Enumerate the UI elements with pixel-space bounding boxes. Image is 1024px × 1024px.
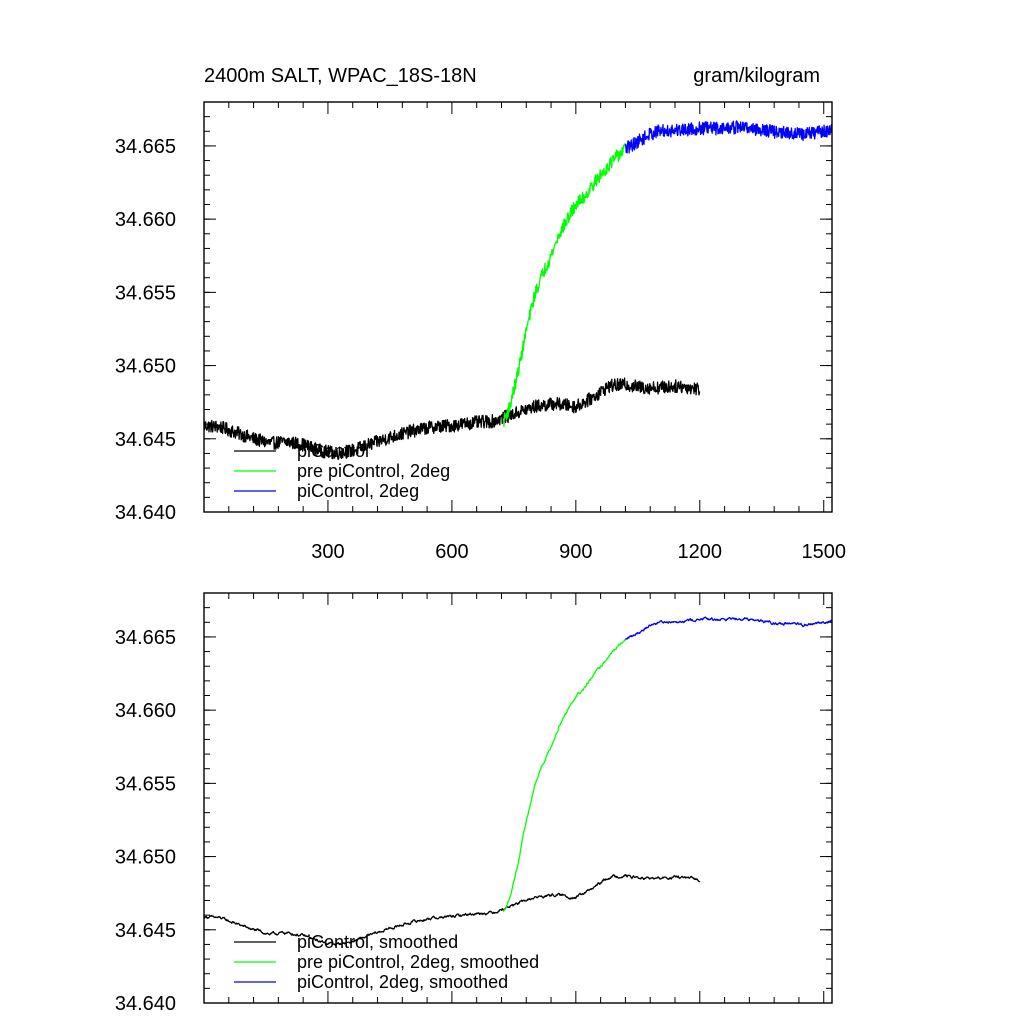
y-tick-label: 34.640 bbox=[115, 502, 176, 524]
legend-label-picontrol: piControl bbox=[297, 441, 369, 461]
x-tick-label: 1200 bbox=[678, 541, 723, 563]
y-axis-tick-labels: 34.640 34.645 34.650 34.655 34.660 34.665 bbox=[115, 627, 176, 1015]
series-line-pre-picontrol-2deg bbox=[502, 143, 627, 428]
plot-area bbox=[203, 616, 833, 947]
y-tick-label: 34.645 bbox=[115, 429, 176, 451]
bottom-panel: 34.640 34.645 34.650 34.655 34.660 34.665 piC… bbox=[115, 592, 833, 1015]
legend: piControl pre piControl, 2deg piControl,… bbox=[234, 441, 450, 501]
legend-label-pre-picontrol-2deg-smoothed: pre piControl, 2deg, smoothed bbox=[297, 952, 539, 972]
plot-frame bbox=[203, 592, 833, 1004]
legend-label-picontrol-smoothed: piControl, smoothed bbox=[297, 932, 458, 952]
y-tick-label: 34.645 bbox=[115, 920, 176, 942]
top-panel: 2400m SALT, WPAC_18S-18N gram/kilogram 3… bbox=[115, 65, 846, 563]
legend: piControl, smoothed pre piControl, 2deg,… bbox=[234, 932, 539, 992]
series-line-pre-picontrol-2deg-smoothed bbox=[502, 639, 626, 913]
y-tick-label: 34.660 bbox=[115, 700, 176, 722]
y-tick-label: 34.650 bbox=[115, 847, 176, 869]
legend-label-pre-picontrol-2deg: pre piControl, 2deg bbox=[297, 461, 450, 481]
y-tick-label: 34.660 bbox=[115, 209, 176, 231]
x-axis-tick-labels: 300 600 900 1200 1500 bbox=[311, 541, 846, 563]
y-tick-label: 34.655 bbox=[115, 282, 176, 304]
y-tick-label: 34.665 bbox=[115, 627, 176, 649]
units-label: gram/kilogram bbox=[693, 65, 820, 87]
plot-area bbox=[203, 120, 833, 460]
chart-title: 2400m SALT, WPAC_18S-18N bbox=[204, 65, 477, 87]
series-line-picontrol-smoothed bbox=[203, 874, 701, 947]
x-tick-label: 900 bbox=[559, 541, 592, 563]
x-tick-label: 600 bbox=[435, 541, 468, 563]
series-line-picontrol bbox=[203, 377, 701, 460]
y-tick-label: 34.640 bbox=[115, 993, 176, 1015]
x-tick-label: 1500 bbox=[801, 541, 846, 563]
series-line-picontrol-2deg-smoothed bbox=[624, 616, 833, 640]
legend-label-picontrol-2deg-smoothed: piControl, 2deg, smoothed bbox=[297, 972, 508, 992]
y-tick-label: 34.655 bbox=[115, 773, 176, 795]
series-line-picontrol-2deg bbox=[624, 120, 833, 154]
x-tick-label: 300 bbox=[311, 541, 344, 563]
y-tick-label: 34.650 bbox=[115, 356, 176, 378]
y-tick-label: 34.665 bbox=[115, 136, 176, 158]
y-axis-tick-labels: 34.640 34.645 34.650 34.655 34.660 34.665 bbox=[115, 136, 176, 524]
legend-label-picontrol-2deg: piControl, 2deg bbox=[297, 481, 419, 501]
plot-frame bbox=[203, 101, 833, 513]
